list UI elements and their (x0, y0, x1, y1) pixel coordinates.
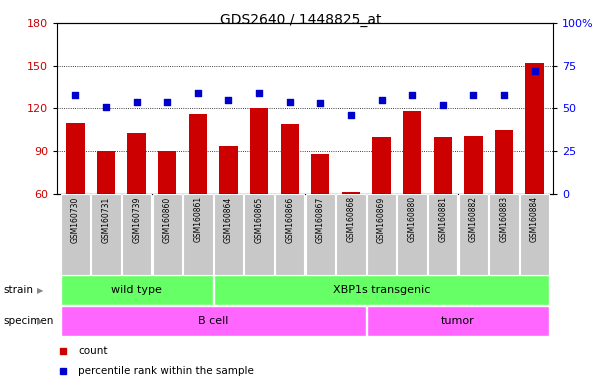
Text: wild type: wild type (111, 285, 162, 295)
Bar (66, 123, 85, 194)
Text: GSM160881: GSM160881 (438, 196, 447, 242)
Text: GDS2640 / 1448825_at: GDS2640 / 1448825_at (220, 13, 381, 27)
Bar (214, 275, 549, 305)
Bar (153, 194, 182, 275)
Bar (61, 306, 365, 336)
Point (529, 68, 539, 74)
Point (407, 92, 417, 98)
Point (469, 92, 478, 98)
Text: GSM160864: GSM160864 (224, 196, 233, 243)
Text: ▶: ▶ (37, 286, 44, 295)
Text: GSM160730: GSM160730 (71, 196, 80, 243)
Text: GSM160866: GSM160866 (285, 196, 294, 243)
Point (438, 102, 448, 108)
Bar (367, 194, 396, 275)
Point (162, 99, 172, 105)
Bar (489, 194, 519, 275)
Bar (306, 194, 335, 275)
Bar (97, 151, 115, 194)
Text: GSM160867: GSM160867 (316, 196, 325, 243)
Text: GSM160880: GSM160880 (407, 196, 416, 242)
Text: XBP1s transgenic: XBP1s transgenic (333, 285, 430, 295)
Bar (397, 194, 427, 275)
Bar (367, 306, 549, 336)
Bar (525, 63, 544, 194)
Text: GSM160883: GSM160883 (499, 196, 508, 242)
Bar (91, 194, 121, 275)
Point (499, 92, 509, 98)
Bar (219, 146, 237, 194)
Point (132, 99, 141, 105)
Bar (127, 133, 146, 194)
Point (71, 92, 81, 98)
Text: GSM160860: GSM160860 (163, 196, 172, 243)
Bar (250, 109, 268, 194)
Bar (342, 192, 360, 194)
Point (316, 100, 325, 106)
Bar (189, 114, 207, 194)
Bar (373, 137, 391, 194)
Point (346, 112, 356, 118)
Text: GSM160882: GSM160882 (469, 196, 478, 242)
Bar (183, 194, 213, 275)
Bar (428, 194, 457, 275)
Bar (495, 130, 513, 194)
Text: count: count (78, 346, 108, 356)
Text: GSM160865: GSM160865 (255, 196, 264, 243)
Text: GSM160869: GSM160869 (377, 196, 386, 243)
Text: percentile rank within the sample: percentile rank within the sample (78, 366, 254, 376)
Bar (214, 194, 243, 275)
Text: GSM160739: GSM160739 (132, 196, 141, 243)
Point (101, 104, 111, 110)
Bar (158, 151, 177, 194)
Bar (122, 194, 151, 275)
Text: specimen: specimen (3, 316, 53, 326)
Text: GSM160884: GSM160884 (530, 196, 539, 242)
Bar (61, 194, 90, 275)
Point (254, 90, 264, 96)
Bar (275, 194, 304, 275)
Bar (311, 154, 329, 194)
Text: GSM160861: GSM160861 (194, 196, 203, 242)
Bar (520, 194, 549, 275)
Bar (464, 136, 483, 194)
Bar (459, 194, 488, 275)
Bar (403, 111, 421, 194)
Point (193, 90, 203, 96)
Point (224, 97, 233, 103)
Text: GSM160731: GSM160731 (102, 196, 111, 243)
Bar (336, 194, 365, 275)
Text: tumor: tumor (441, 316, 475, 326)
Bar (281, 124, 299, 194)
Point (285, 99, 294, 105)
Point (377, 97, 386, 103)
Text: strain: strain (3, 285, 33, 295)
Bar (61, 275, 213, 305)
Text: ▶: ▶ (37, 316, 44, 326)
Bar (433, 137, 452, 194)
Text: GSM160868: GSM160868 (346, 196, 355, 242)
Text: B cell: B cell (198, 316, 228, 326)
Bar (245, 194, 274, 275)
